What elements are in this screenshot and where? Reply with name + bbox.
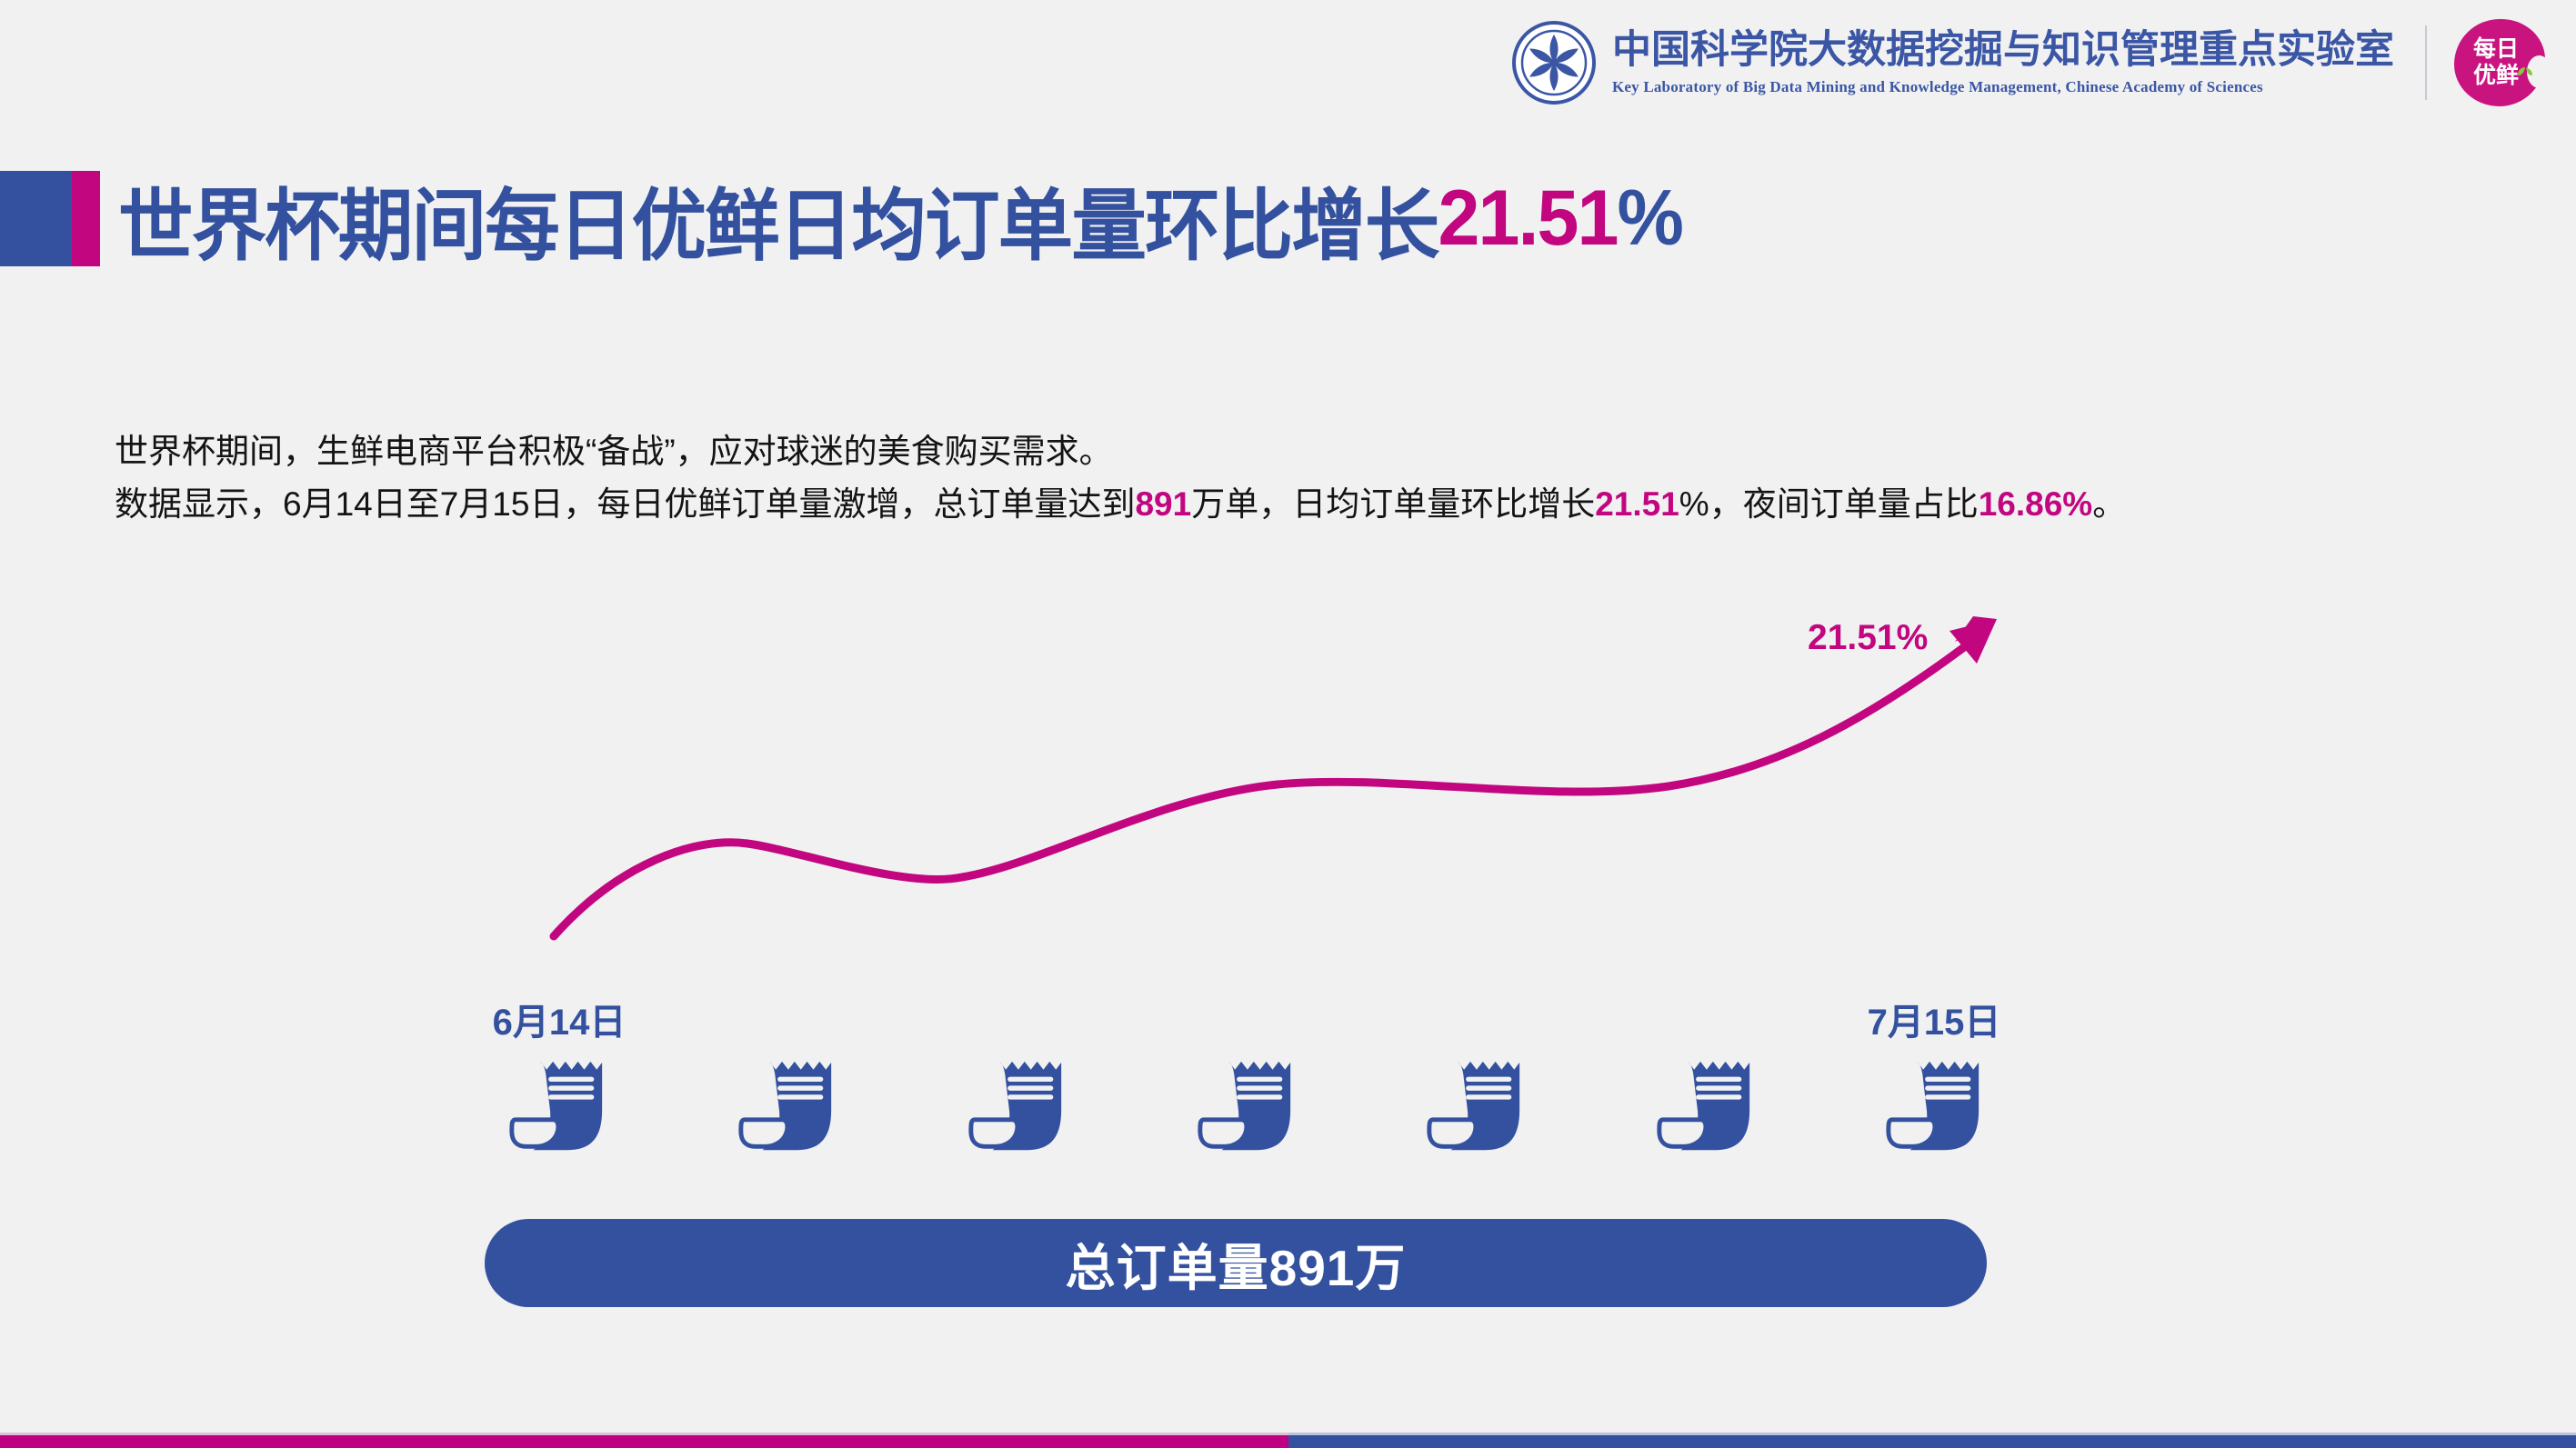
receipt-icon: [1879, 1054, 1987, 1162]
header: 中国科学院大数据挖掘与知识管理重点实验室 Key Laboratory of B…: [1510, 13, 2551, 113]
intro-block: 世界杯期间，生鲜电商平台积极“备战”，应对球迷的美食购买需求。 数据显示，6月1…: [115, 425, 2126, 531]
title-bullet-magenta: [72, 171, 100, 266]
receipt-icon: [1420, 1054, 1528, 1162]
intro-line2-text1: 数据显示，6月14日至7月15日，每日优鲜订单量激增，总订单量达到: [115, 485, 1136, 523]
total-orders-pill: 总订单量891万: [485, 1219, 1987, 1307]
intro-line2: 数据显示，6月14日至7月15日，每日优鲜订单量激增，总订单量达到891万单，日…: [115, 478, 2126, 531]
missfresh-logo: 每日 优鲜: [2454, 19, 2551, 106]
title-percent-sign: %: [1617, 175, 1684, 262]
receipt-icon: [1650, 1054, 1758, 1162]
cas-emblem-icon: [1512, 21, 1596, 105]
date-label-end: 7月15日: [1867, 1003, 2001, 1043]
footer-bar-magenta: [0, 1433, 1288, 1448]
intro-line2-text2: 万单，日均订单量环比增长: [1191, 485, 1596, 523]
receipt-icon: [732, 1054, 839, 1162]
lab-name-en: Key Laboratory of Big Data Mining and Kn…: [1612, 77, 2263, 95]
title-highlight: 21.51: [1438, 175, 1619, 262]
footer-bar-blue: [1288, 1433, 2576, 1448]
intro-highlight-growth: 21.51: [1595, 485, 1679, 523]
intro-line2-text4: 。: [2092, 485, 2127, 523]
brand-line2: 优鲜: [2472, 63, 2519, 88]
title-text: 世界杯期间每日优鲜日均订单量环比增长: [118, 183, 1439, 270]
header-divider: [2425, 25, 2427, 100]
growth-annotation: 21.51%: [1808, 618, 1929, 657]
missfresh-logo-text: 每日 优鲜: [2454, 19, 2545, 106]
receipt-icon: [503, 1054, 610, 1162]
page-title: 世界杯期间每日优鲜日均订单量环比增长 21.51%: [118, 171, 1684, 270]
intro-line2-text3: %，夜间订单量占比: [1679, 485, 1979, 523]
title-bullet-blue: [0, 171, 72, 266]
receipt-icon: [1191, 1054, 1298, 1162]
date-label-start: 6月14日: [492, 1003, 626, 1043]
intro-highlight-night: 16.86%: [1978, 485, 2093, 523]
leaf-icon: [2518, 67, 2532, 75]
intro-line1: 世界杯期间，生鲜电商平台积极“备战”，应对球迷的美食购买需求。: [115, 433, 1113, 470]
receipts-row: [503, 1054, 1987, 1163]
brand-line1: 每日: [2472, 35, 2519, 62]
lab-name-zh: 中国科学院大数据挖掘与知识管理重点实验室: [1612, 28, 2394, 72]
cas-lab-name: 中国科学院大数据挖掘与知识管理重点实验室 Key Laboratory of B…: [1612, 28, 2394, 96]
receipt-icon: [962, 1054, 1069, 1162]
intro-highlight-total: 891: [1135, 485, 1192, 523]
